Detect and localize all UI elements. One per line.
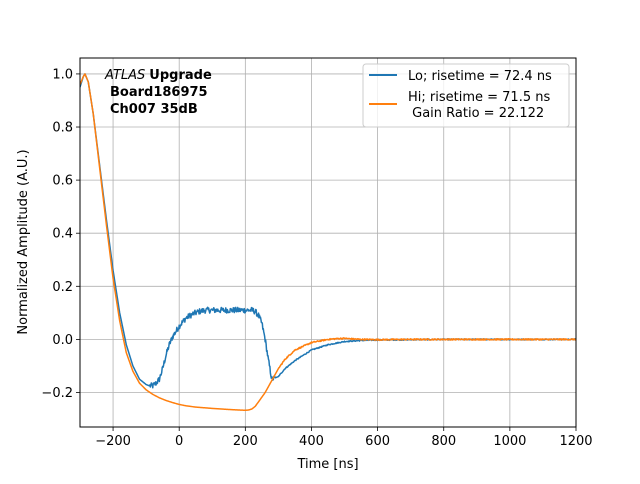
legend-label-line: Hi; risetime = 71.5 ns [408,90,550,105]
legend-label-line: Lo; risetime = 72.4 ns [408,69,552,84]
annotation-channel: Ch007 35dB [110,102,198,117]
x-tick-label: 600 [365,434,390,449]
y-tick-label: −0.2 [41,386,73,401]
x-tick-label: 800 [431,434,456,449]
x-tick-label: −200 [95,434,131,449]
tick-labels: −200 0 200 400 600 800 1000 1200 −0.2 0.0 0.2 0.4 0.… [41,67,592,449]
x-tick-label: 200 [233,434,258,449]
legend-box [362,63,570,128]
y-axis-label: Normalized Amplitude (A.U.) [16,149,31,334]
y-tick-label: 0.6 [52,174,73,189]
x-tick-label: 1000 [493,434,526,449]
y-tick-label: 0.2 [52,280,73,295]
legend: Lo; risetime = 72.4 ns Hi; risetime = 71… [362,63,570,128]
y-tick-label: 1.0 [52,67,73,82]
x-tick-label: 400 [299,434,324,449]
series-layer [80,73,576,412]
annotation-line-1: ATLAS Upgrade [104,68,212,83]
annotation-upgrade: Upgrade [149,68,212,83]
annotation-board: Board186975 [110,85,208,100]
legend-label-line: Gain Ratio = 22.122 [408,106,544,121]
legend-label-lo: Lo; risetime = 72.4 ns [408,69,552,84]
x-tick-label: 1200 [559,434,592,449]
annotation-atlas: ATLAS [104,68,145,83]
y-tick-label: 0.0 [52,333,73,348]
series-line-hi [80,73,576,412]
ticks [76,73,577,431]
annotation: ATLAS Upgrade Board186975 Ch007 35dB [104,68,212,117]
y-tick-label: 0.8 [52,121,73,136]
x-axis-label: Time [ns] [296,457,358,472]
plot-frame [79,57,577,428]
x-tick-label: 0 [175,434,183,449]
legend-label-hi: Hi; risetime = 71.5 ns Gain Ratio = 22.1… [408,90,550,121]
y-tick-label: 0.4 [52,227,73,242]
